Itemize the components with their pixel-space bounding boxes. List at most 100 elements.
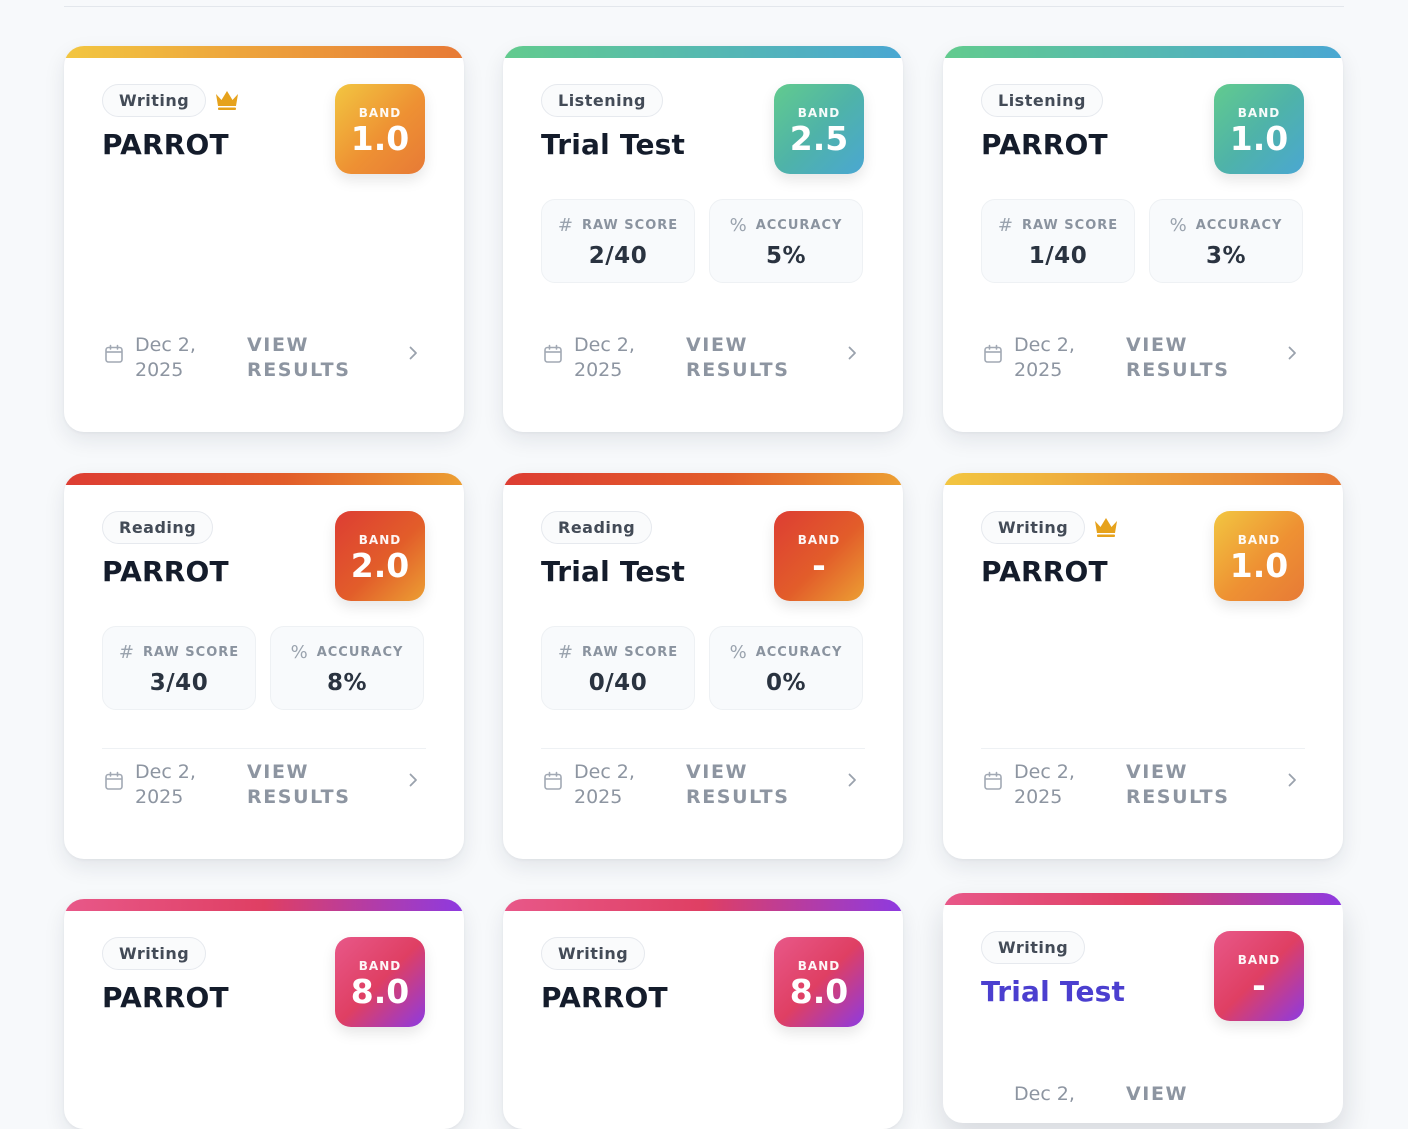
top-divider xyxy=(64,6,1344,7)
raw-score-value: 0/40 xyxy=(588,670,648,696)
percent-icon: % xyxy=(729,215,748,236)
accuracy-label: ACCURACY xyxy=(1195,218,1283,233)
card-title: PARROT xyxy=(102,128,229,161)
band-badge: BAND 2.5 xyxy=(774,84,864,174)
band-score: 1.0 xyxy=(1229,119,1289,158)
band-label: BAND xyxy=(358,959,402,973)
band-badge: BAND 1.0 xyxy=(1214,511,1304,601)
band-score: 2.5 xyxy=(789,119,849,158)
result-card[interactable]: Writing PARROT BAND 1.0 Dec 2, 2025 VIEW… xyxy=(943,473,1343,859)
band-badge: BAND 1.0 xyxy=(335,84,425,174)
test-type-pill: Reading xyxy=(541,511,653,544)
card-title: Trial Test xyxy=(541,128,686,161)
accuracy-value: 3% xyxy=(1205,243,1247,269)
band-label: BAND xyxy=(1237,953,1281,967)
card-title: PARROT xyxy=(102,555,229,588)
accuracy-box: % ACCURACY 8% xyxy=(270,626,424,710)
view-results-link[interactable]: VIEW RESULTS xyxy=(247,334,351,381)
crown-icon xyxy=(1095,518,1117,537)
raw-score-value: 1/40 xyxy=(1028,243,1088,269)
band-score: 8.0 xyxy=(350,972,410,1011)
chevron-right-icon[interactable] xyxy=(844,772,860,788)
hash-icon: # xyxy=(557,215,574,236)
result-card[interactable]: Writing PARROT BAND 8.0 xyxy=(64,899,464,1129)
calendar-icon xyxy=(544,771,562,790)
test-date: Dec 2, 2025 xyxy=(135,334,196,381)
band-label: BAND xyxy=(1237,106,1281,120)
band-score: - xyxy=(1252,966,1266,1005)
raw-score-label: RAW SCORE xyxy=(581,218,679,233)
band-score: 2.0 xyxy=(350,546,410,585)
band-score: - xyxy=(812,546,826,585)
test-type-pill: Reading xyxy=(102,511,214,544)
card-accent-bar xyxy=(503,46,903,58)
test-type-pill: Writing xyxy=(102,937,207,970)
chevron-right-icon[interactable] xyxy=(1284,772,1300,788)
band-score: 1.0 xyxy=(350,119,410,158)
chevron-right-icon[interactable] xyxy=(844,345,860,361)
chevron-right-icon[interactable] xyxy=(405,772,421,788)
card-title: PARROT xyxy=(981,128,1108,161)
accuracy-value: 5% xyxy=(765,243,807,269)
raw-score-box: # RAW SCORE 3/40 xyxy=(102,626,256,710)
test-date: Dec 2, 2025 xyxy=(1014,334,1075,381)
view-results-link[interactable]: VIEW RESULTS xyxy=(686,761,790,808)
result-card[interactable]: Reading Trial Test BAND - # RAW SCORE 0/4… xyxy=(503,473,903,859)
result-card[interactable]: Writing PARROT BAND 1.0 Dec 2, 2025 VIEW… xyxy=(64,46,464,432)
card-accent-bar xyxy=(943,893,1343,905)
accuracy-box: % ACCURACY 0% xyxy=(709,626,863,710)
card-accent-bar xyxy=(943,46,1343,58)
band-badge: BAND - xyxy=(1214,931,1304,1021)
view-results-link[interactable]: VIEW RESULTS xyxy=(247,761,351,808)
accuracy-value: 8% xyxy=(326,670,368,696)
percent-icon: % xyxy=(1169,215,1188,236)
hash-icon: # xyxy=(557,642,574,663)
result-card[interactable]: Listening Trial Test BAND 2.5 # RAW SCORE… xyxy=(503,46,903,432)
accuracy-box: % ACCURACY 3% xyxy=(1149,199,1303,283)
hash-icon: # xyxy=(118,642,135,663)
test-type-pill: Writing xyxy=(541,937,646,970)
accuracy-value: 0% xyxy=(765,670,807,696)
result-card[interactable]: Writing PARROT BAND 8.0 xyxy=(503,899,903,1129)
view-results-link[interactable]: VIEW RESULTS xyxy=(686,334,790,381)
result-card[interactable]: Reading PARROT BAND 2.0 # RAW SCORE 3/40 … xyxy=(64,473,464,859)
view-results-link[interactable]: VIEW RESULTS xyxy=(1126,334,1230,381)
test-date: Dec 2, 2025 xyxy=(574,761,635,808)
band-badge: BAND 8.0 xyxy=(335,937,425,1027)
band-badge: BAND - xyxy=(774,511,864,601)
view-results-link[interactable]: VIEW RESULTS xyxy=(1126,761,1230,808)
test-type-pill: Writing xyxy=(102,84,207,117)
band-label: BAND xyxy=(358,533,402,547)
raw-score-label: RAW SCORE xyxy=(581,645,679,660)
raw-score-label: RAW SCORE xyxy=(1021,218,1119,233)
band-badge: BAND 1.0 xyxy=(1214,84,1304,174)
accuracy-label: ACCURACY xyxy=(755,218,843,233)
card-accent-bar xyxy=(503,473,903,485)
view-results-link[interactable]: VIEW xyxy=(1126,1083,1189,1105)
calendar-icon xyxy=(544,344,562,363)
calendar-icon xyxy=(105,771,123,790)
accuracy-box: % ACCURACY 5% xyxy=(709,199,863,283)
accuracy-label: ACCURACY xyxy=(316,645,404,660)
accuracy-label: ACCURACY xyxy=(755,645,843,660)
test-type-pill: Listening xyxy=(541,84,663,117)
band-label: BAND xyxy=(358,106,402,120)
raw-score-box: # RAW SCORE 1/40 xyxy=(981,199,1135,283)
crown-icon xyxy=(216,91,238,110)
test-type-pill: Writing xyxy=(981,931,1086,964)
test-type-pill: Listening xyxy=(981,84,1103,117)
chevron-right-icon[interactable] xyxy=(405,345,421,361)
test-results-grid: Writing PARROT BAND 1.0 Dec 2, 2025 VIEW… xyxy=(64,46,1343,1105)
card-accent-bar xyxy=(64,46,464,58)
raw-score-box: # RAW SCORE 2/40 xyxy=(541,199,695,283)
result-card[interactable]: Writing Trial Test BAND - Dec 2, VIEW xyxy=(943,893,1343,1123)
card-accent-bar xyxy=(64,899,464,911)
card-accent-bar xyxy=(943,473,1343,485)
percent-icon: % xyxy=(729,642,748,663)
band-label: BAND xyxy=(797,533,841,547)
chevron-right-icon[interactable] xyxy=(1284,345,1300,361)
band-label: BAND xyxy=(1237,533,1281,547)
calendar-icon xyxy=(984,771,1002,790)
raw-score-box: # RAW SCORE 0/40 xyxy=(541,626,695,710)
result-card[interactable]: Listening PARROT BAND 1.0 # RAW SCORE 1/4… xyxy=(943,46,1343,432)
